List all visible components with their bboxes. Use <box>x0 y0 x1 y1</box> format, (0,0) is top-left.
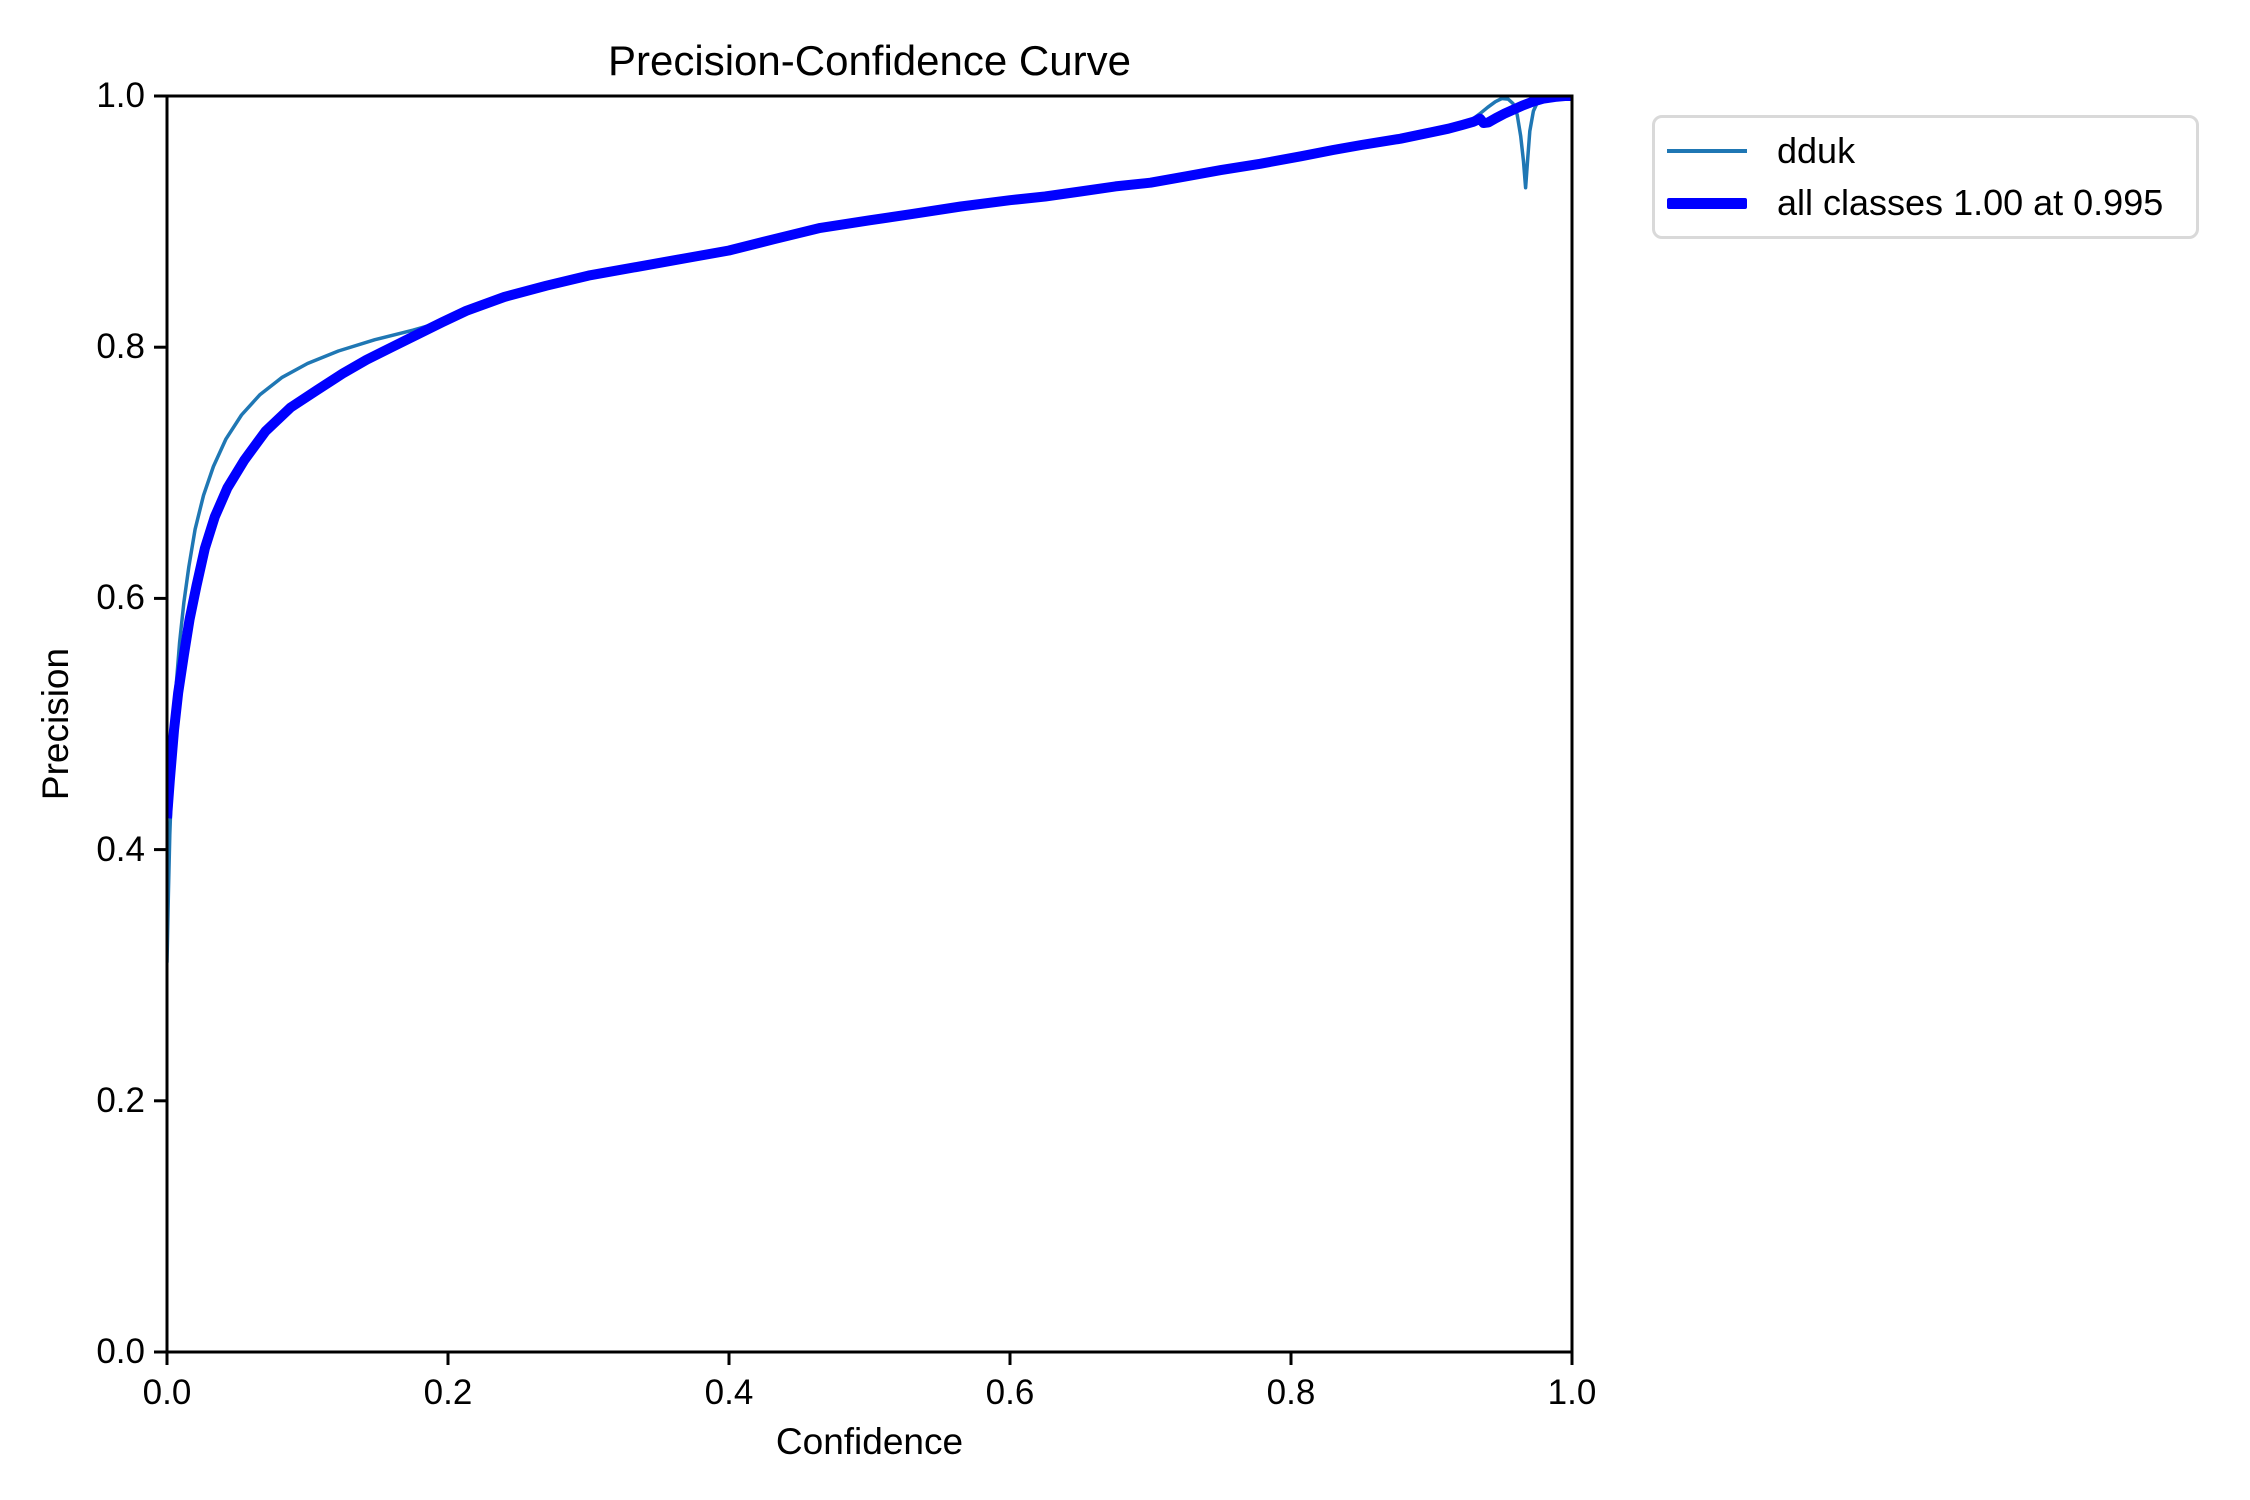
legend-entry-all-classes: all classes 1.00 at 0.995 <box>1655 177 2196 229</box>
x-axis-label: Confidence <box>775 1421 964 1462</box>
x-tick-label-0.0: 0.0 <box>142 1373 192 1412</box>
x-tick-label-0.6: 0.6 <box>985 1373 1035 1412</box>
all-classes-line-swatch <box>1667 197 1747 209</box>
dduk-line-swatch <box>1667 149 1747 153</box>
y-axis-label: Precision <box>35 647 76 801</box>
chart-title: Precision-Confidence Curve <box>608 37 1131 84</box>
y-tick-label-1.0: 1.0 <box>96 76 145 115</box>
y-tick-label-0.4: 0.4 <box>96 829 145 869</box>
curve-dduk <box>167 96 1572 963</box>
axes-spine-box <box>165 94 1574 1354</box>
y-tick-label-0.8: 0.8 <box>96 327 145 367</box>
x-tick-label-1.0: 1.0 <box>1547 1373 1597 1412</box>
x-tick-label-0.8: 0.8 <box>1266 1373 1316 1412</box>
x-tick-label-0.4: 0.4 <box>704 1373 754 1412</box>
y-tick-label-0.2: 0.2 <box>96 1080 145 1120</box>
x-tick-label-0.2: 0.2 <box>423 1373 473 1412</box>
y-tick-label-0.6: 0.6 <box>96 578 145 618</box>
legend-label-all-classes: all classes 1.00 at 0.995 <box>1777 182 2164 223</box>
legend-box: dduk all classes 1.00 at 0.995 <box>1652 115 2199 239</box>
curve-all-classes <box>167 96 1572 819</box>
legend-entry-dduk: dduk <box>1655 125 2196 177</box>
legend-label-dduk: dduk <box>1777 130 1856 171</box>
y-tick-label-0.0: 0.0 <box>96 1332 145 1371</box>
